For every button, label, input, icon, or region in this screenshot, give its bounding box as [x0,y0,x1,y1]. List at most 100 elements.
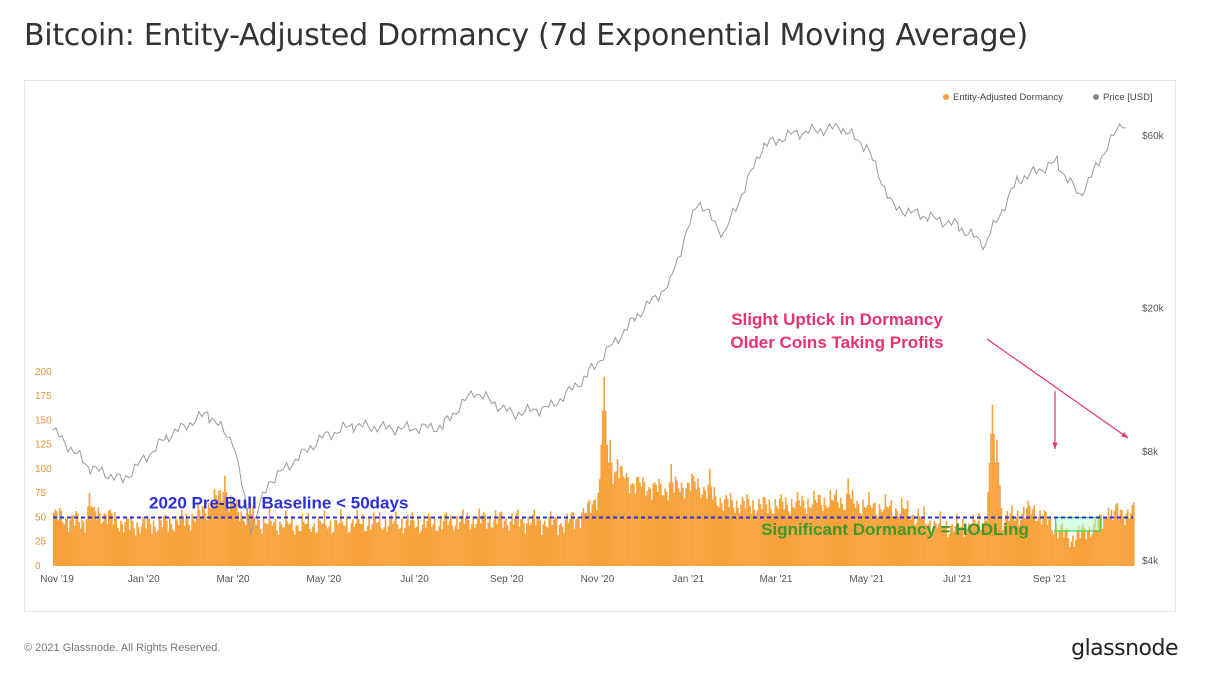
dormancy-bar [749,505,751,566]
dormancy-bar [118,531,121,566]
dormancy-bar [136,522,138,566]
dormancy-bar [667,500,669,566]
dormancy-bar [380,527,382,566]
dormancy-bar [564,519,567,566]
dormancy-bar [594,499,597,566]
dormancy-bar [509,521,512,566]
dormancy-bar [478,508,481,566]
dormancy-bar [682,488,684,566]
dormancy-bar [985,520,988,566]
dormancy-bar [813,490,815,566]
uptick-arrowhead [1121,432,1128,438]
dormancy-bar [94,511,97,566]
dormancy-bar [459,522,461,566]
dormancy-bar [203,507,205,566]
dormancy-bar [712,499,714,566]
uptick-arrow [986,338,1129,439]
dormancy-bar [656,491,659,566]
dormancy-bar [735,500,738,566]
dormancy-bar [686,482,689,566]
dormancy-bar [377,522,379,566]
dormancy-bar [756,510,759,566]
dormancy-bar [316,531,318,566]
x-tick: May '20 [306,574,341,585]
dormancy-bar [863,507,866,566]
dormancy-bar [896,510,899,566]
dormancy-bar [1131,505,1134,566]
dormancy-bar [636,477,638,566]
dormancy-bar [438,526,440,566]
dormancy-bar [185,513,187,566]
dormancy-bar [880,509,882,566]
dormancy-bar [102,521,104,566]
dormancy-bar [70,515,73,566]
dormancy-bar [881,511,884,566]
dormancy-bar [856,501,858,566]
dormancy-bar [854,508,857,566]
dormancy-bar [1133,502,1135,566]
dormancy-bar [430,527,433,566]
dormancy-bar [725,495,727,566]
dormancy-bar [886,506,888,566]
dormancy-bar [356,510,359,566]
dormancy-bar [900,498,903,566]
dormancy-bar [64,517,67,566]
dormancy-bar [716,505,719,566]
dormancy-bar [1122,516,1125,566]
dormancy-bar [112,524,115,566]
x-axis: Nov '19 Jan '20 Mar '20 May '20 Jul '20 Sep '… [40,574,1067,585]
dormancy-bar [332,532,335,566]
dormancy-bar [494,510,497,566]
dormancy-bar [328,526,330,566]
dormancy-bar [804,508,806,566]
dormancy-bar [78,522,80,566]
dormancy-bar [764,497,766,566]
dormancy-bar [244,525,247,566]
dormancy-bar [58,507,61,566]
dormancy-bar [308,528,311,566]
dormancy-bar [241,515,244,566]
y-right-tick: $20k [1142,303,1165,314]
y-right-tick: $4k [1142,556,1159,567]
dormancy-bar [329,520,332,566]
dormancy-bar [121,523,124,566]
dormancy-bar [758,498,760,566]
dormancy-bar [874,502,876,566]
dormancy-bar [1051,530,1053,566]
dormancy-bar [822,511,824,566]
dormancy-bar [723,499,726,566]
dormancy-bar [128,529,131,566]
dormancy-bar [1022,506,1025,566]
dormancy-bar [1086,530,1089,566]
dormancy-bar [775,505,778,566]
dormancy-bar [148,517,150,566]
dormancy-bar [932,531,934,566]
dormancy-bar [664,488,666,566]
dormancy-bar [429,516,431,566]
dormancy-bar [124,522,126,566]
dormancy-bar [673,492,675,566]
dormancy-bar [628,493,631,566]
dormancy-bar [237,512,240,566]
dormancy-bar [728,507,730,566]
dormancy-bar [674,476,677,566]
dormancy-bar [534,525,537,566]
dormancy-bar [234,505,237,566]
dormancy-bar [167,531,170,566]
dormancy-bar [945,520,948,566]
dormancy-bar [393,520,396,566]
dormancy-bar [155,532,158,566]
dormancy-bar [630,484,632,566]
dormancy-bar [726,498,729,566]
dormancy-bar [137,527,140,566]
dormancy-bar [893,517,896,566]
dormancy-bar [542,524,545,566]
dormancy-bar [268,508,271,566]
dormancy-bar [240,511,243,566]
dormancy-bar [291,516,293,566]
x-tick: Nov '20 [581,574,615,585]
dormancy-bar [378,512,381,566]
dormancy-bar [179,516,182,566]
dormancy-bar [1113,510,1116,566]
dormancy-bar [780,494,783,566]
